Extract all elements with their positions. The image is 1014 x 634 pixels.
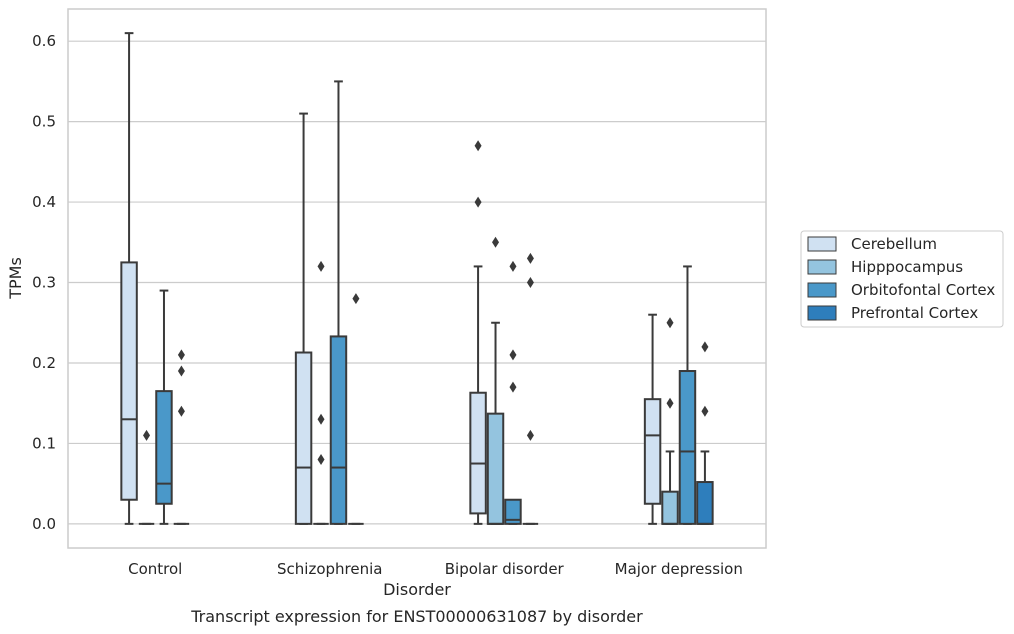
y-tick-label: 0.0: [32, 515, 56, 533]
box-1: [313, 260, 329, 525]
x-tick-label: Major depression: [615, 560, 743, 578]
y-axis-title: TPMs: [6, 257, 25, 300]
x-tick-label: Bipolar disorder: [445, 560, 565, 578]
plot-frame: [67, 8, 767, 549]
box-0: [120, 32, 138, 525]
box-body: [469, 391, 487, 515]
outlier-point: [526, 277, 534, 289]
outlier-point: [317, 260, 325, 272]
outlier-point: [177, 349, 185, 361]
box-body: [696, 481, 714, 525]
box-body: [294, 351, 313, 525]
outlier-point: [317, 413, 325, 425]
outlier-point: [509, 381, 517, 393]
figure-caption: Transcript expression for ENST0000063108…: [190, 607, 643, 626]
outlier-point: [177, 405, 185, 417]
y-tick-label: 0.2: [32, 354, 56, 372]
box-1: [661, 317, 679, 525]
y-axis-ticks: 0.0 0.1 0.2 0.3 0.4 0.5 0.6: [32, 32, 56, 533]
x-tick-label: Schizophrenia: [277, 560, 382, 578]
outlier-point: [143, 429, 151, 441]
box-1: [138, 429, 155, 525]
box-body: [661, 490, 679, 525]
box-body: [486, 412, 505, 525]
box-3: [522, 252, 539, 525]
outlier-point: [526, 252, 534, 264]
legend-label: Prefrontal Cortex: [851, 304, 978, 322]
legend-swatch: [807, 259, 837, 275]
legend-swatch: [807, 282, 837, 298]
box-2: [155, 289, 173, 525]
outlier-point: [509, 260, 517, 272]
plot-marks: [120, 32, 714, 525]
legend: Cerebellum Hipppocampus Orbitofontal Corte…: [800, 230, 1004, 328]
outlier-point: [666, 317, 674, 329]
legend-label: Orbitofontal Cortex: [851, 281, 995, 299]
outlier-point: [492, 236, 500, 248]
box-0: [294, 112, 313, 525]
box-3: [348, 293, 364, 525]
box-2: [678, 265, 697, 525]
outlier-point: [701, 405, 709, 417]
y-tick-label: 0.4: [32, 193, 56, 211]
x-tick-label: Control: [128, 560, 182, 578]
outlier-point: [509, 349, 517, 361]
y-tick-label: 0.3: [32, 274, 56, 292]
outlier-point: [317, 454, 325, 466]
legend-label: Hipppocampus: [851, 258, 963, 276]
y-tick-label: 0.1: [32, 434, 56, 452]
box-2: [329, 80, 348, 525]
outlier-point: [666, 397, 674, 409]
box-body: [155, 390, 173, 505]
legend-swatch: [807, 236, 837, 252]
outlier-point: [352, 293, 360, 305]
legend-swatch: [807, 305, 837, 321]
outlier-point: [701, 341, 709, 353]
legend-frame: [800, 230, 1004, 328]
legend-label: Cerebellum: [851, 235, 937, 253]
outlier-point: [474, 196, 482, 208]
x-axis-title: Disorder: [383, 580, 451, 599]
box-body: [678, 370, 697, 525]
outlier-point: [474, 140, 482, 152]
box-body: [504, 498, 522, 525]
outlier-point: [177, 365, 185, 377]
y-tick-label: 0.5: [32, 113, 56, 131]
box-3: [173, 349, 190, 525]
y-tick-label: 0.6: [32, 32, 56, 50]
box-2: [504, 260, 522, 525]
box-body: [329, 335, 348, 525]
box-0: [469, 140, 487, 525]
x-axis-ticks: Control Schizophrenia Bipolar disorder Majo…: [128, 560, 743, 578]
box-body: [643, 398, 662, 505]
box-body: [120, 261, 138, 501]
outlier-point: [526, 429, 534, 441]
box-3: [696, 341, 714, 525]
box-0: [643, 313, 662, 525]
box-1: [486, 236, 505, 525]
